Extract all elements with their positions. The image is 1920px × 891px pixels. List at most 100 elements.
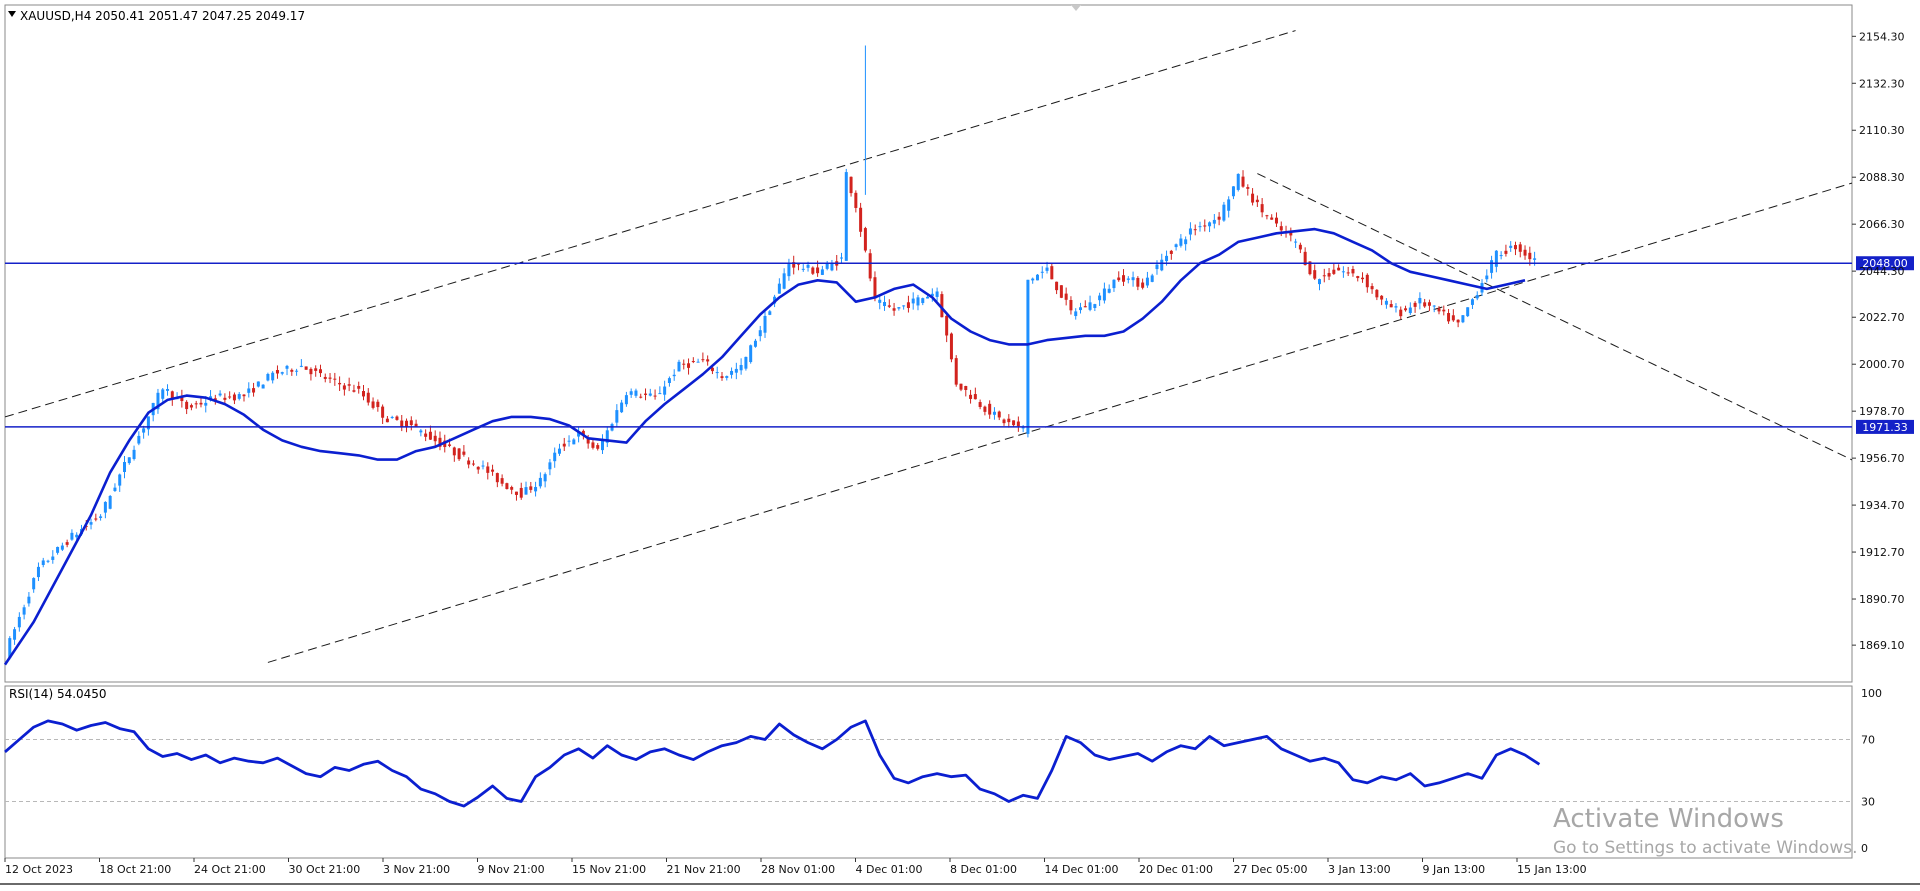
horizontal-levels[interactable]: 2048.00 1971.33 (5, 256, 1914, 434)
candle-body (1494, 250, 1498, 267)
candle-body (467, 460, 471, 465)
candle-body (1083, 306, 1087, 308)
candle-body (887, 305, 891, 307)
candle-body (419, 430, 423, 433)
candle-body (873, 277, 877, 299)
candle-body (777, 283, 781, 294)
candle-body (639, 396, 643, 398)
candle-body (596, 445, 600, 449)
candle-body (1002, 419, 1006, 424)
candle-body (1437, 308, 1441, 312)
candle-body (132, 449, 136, 459)
candle-body (658, 393, 662, 395)
level-label-bg (1856, 256, 1914, 271)
candle-body (811, 267, 815, 274)
candle-body (318, 369, 322, 374)
candle-body (1236, 173, 1240, 190)
candle-body (753, 340, 757, 347)
candle-body (1470, 299, 1474, 305)
price-tick-label: 1912.70 (1859, 546, 1905, 559)
candle-body (945, 315, 949, 336)
candle-body (89, 522, 93, 525)
candle-body (682, 363, 686, 365)
candle-body (964, 385, 968, 390)
candle-body (1394, 306, 1398, 308)
candle-body (1265, 215, 1269, 217)
candle-body (1122, 275, 1126, 282)
time-tick-label: 15 Nov 21:00 (572, 863, 646, 876)
candle-body (1322, 275, 1326, 277)
candle-body (648, 393, 652, 396)
candle-body (1451, 315, 1455, 321)
candle-body (347, 384, 351, 386)
trendline-channel-upper (5, 30, 1296, 418)
candle-body (1294, 241, 1298, 243)
candle-body (1016, 421, 1020, 427)
trendlines[interactable] (5, 30, 1869, 663)
candle-body (180, 396, 184, 402)
rsi-tick-label: 30 (1861, 796, 1875, 809)
candle-body (534, 486, 538, 492)
candle-body (1490, 260, 1494, 273)
candle-body (816, 267, 820, 274)
candle-body (734, 368, 738, 373)
price-tick-label: 2154.30 (1859, 30, 1905, 43)
time-tick-label: 27 Dec 05:00 (1234, 863, 1308, 876)
time-tick-label: 9 Jan 13:00 (1423, 863, 1486, 876)
candle-body (1055, 281, 1059, 291)
candle-body (385, 418, 389, 423)
candle-body (338, 382, 342, 385)
candle-body (1074, 311, 1078, 317)
candle-body (1222, 204, 1226, 221)
candle-body (973, 394, 977, 400)
candle-body (1150, 275, 1154, 282)
candle-body (304, 366, 308, 370)
candle-body (123, 461, 126, 472)
candle-body (486, 466, 490, 473)
candle-body (1160, 259, 1164, 271)
candle-body (462, 451, 466, 455)
candlesticks (8, 45, 1537, 660)
candle-body (232, 394, 236, 401)
candle-body (357, 385, 361, 389)
time-tick-label: 30 Oct 21:00 (289, 863, 361, 876)
candle-body (476, 466, 480, 470)
price-tick-label: 1890.70 (1859, 593, 1905, 606)
candle-body (1193, 229, 1197, 231)
price-tick-label: 2022.70 (1859, 311, 1905, 324)
candle-body (142, 428, 146, 433)
candle-body (1513, 245, 1517, 250)
candle-body (1518, 244, 1522, 252)
time-tick-label: 3 Nov 21:00 (383, 863, 450, 876)
candle-body (99, 516, 103, 518)
candle-body (524, 487, 528, 495)
moving-average-line (3, 227, 1526, 666)
candle-body (1313, 270, 1317, 279)
candle-body (1389, 304, 1393, 308)
candle-body (935, 291, 939, 297)
candle-body (1184, 239, 1188, 245)
candle-body (457, 448, 461, 460)
time-tick-label: 15 Jan 13:00 (1517, 863, 1587, 876)
time-axis[interactable]: 12 Oct 2023 18 Oct 21:00 24 Oct 21:00 30 Oc… (4, 858, 1587, 876)
price-tick-label: 1978.70 (1859, 405, 1905, 418)
symbol-menu-icon[interactable] (8, 11, 16, 17)
candle-body (1246, 187, 1250, 189)
price-axis[interactable]: 2154.30 2132.30 2110.30 2088.30 2066.30 2044.… (1852, 30, 1905, 652)
candle-body (1136, 277, 1140, 287)
candle-body (1217, 216, 1221, 220)
candle-body (471, 463, 475, 465)
candle-body (1169, 250, 1173, 254)
candle-body (500, 478, 504, 484)
rsi-panel-frame (4, 685, 1853, 859)
candle-body (1499, 255, 1503, 257)
candle-body (1365, 274, 1369, 288)
candle-body (261, 384, 265, 389)
candle-body (1375, 289, 1379, 298)
candle-body (452, 447, 456, 456)
candle-body (1418, 297, 1422, 304)
price-tick-label: 1869.10 (1859, 639, 1905, 652)
candle-body (672, 374, 676, 377)
